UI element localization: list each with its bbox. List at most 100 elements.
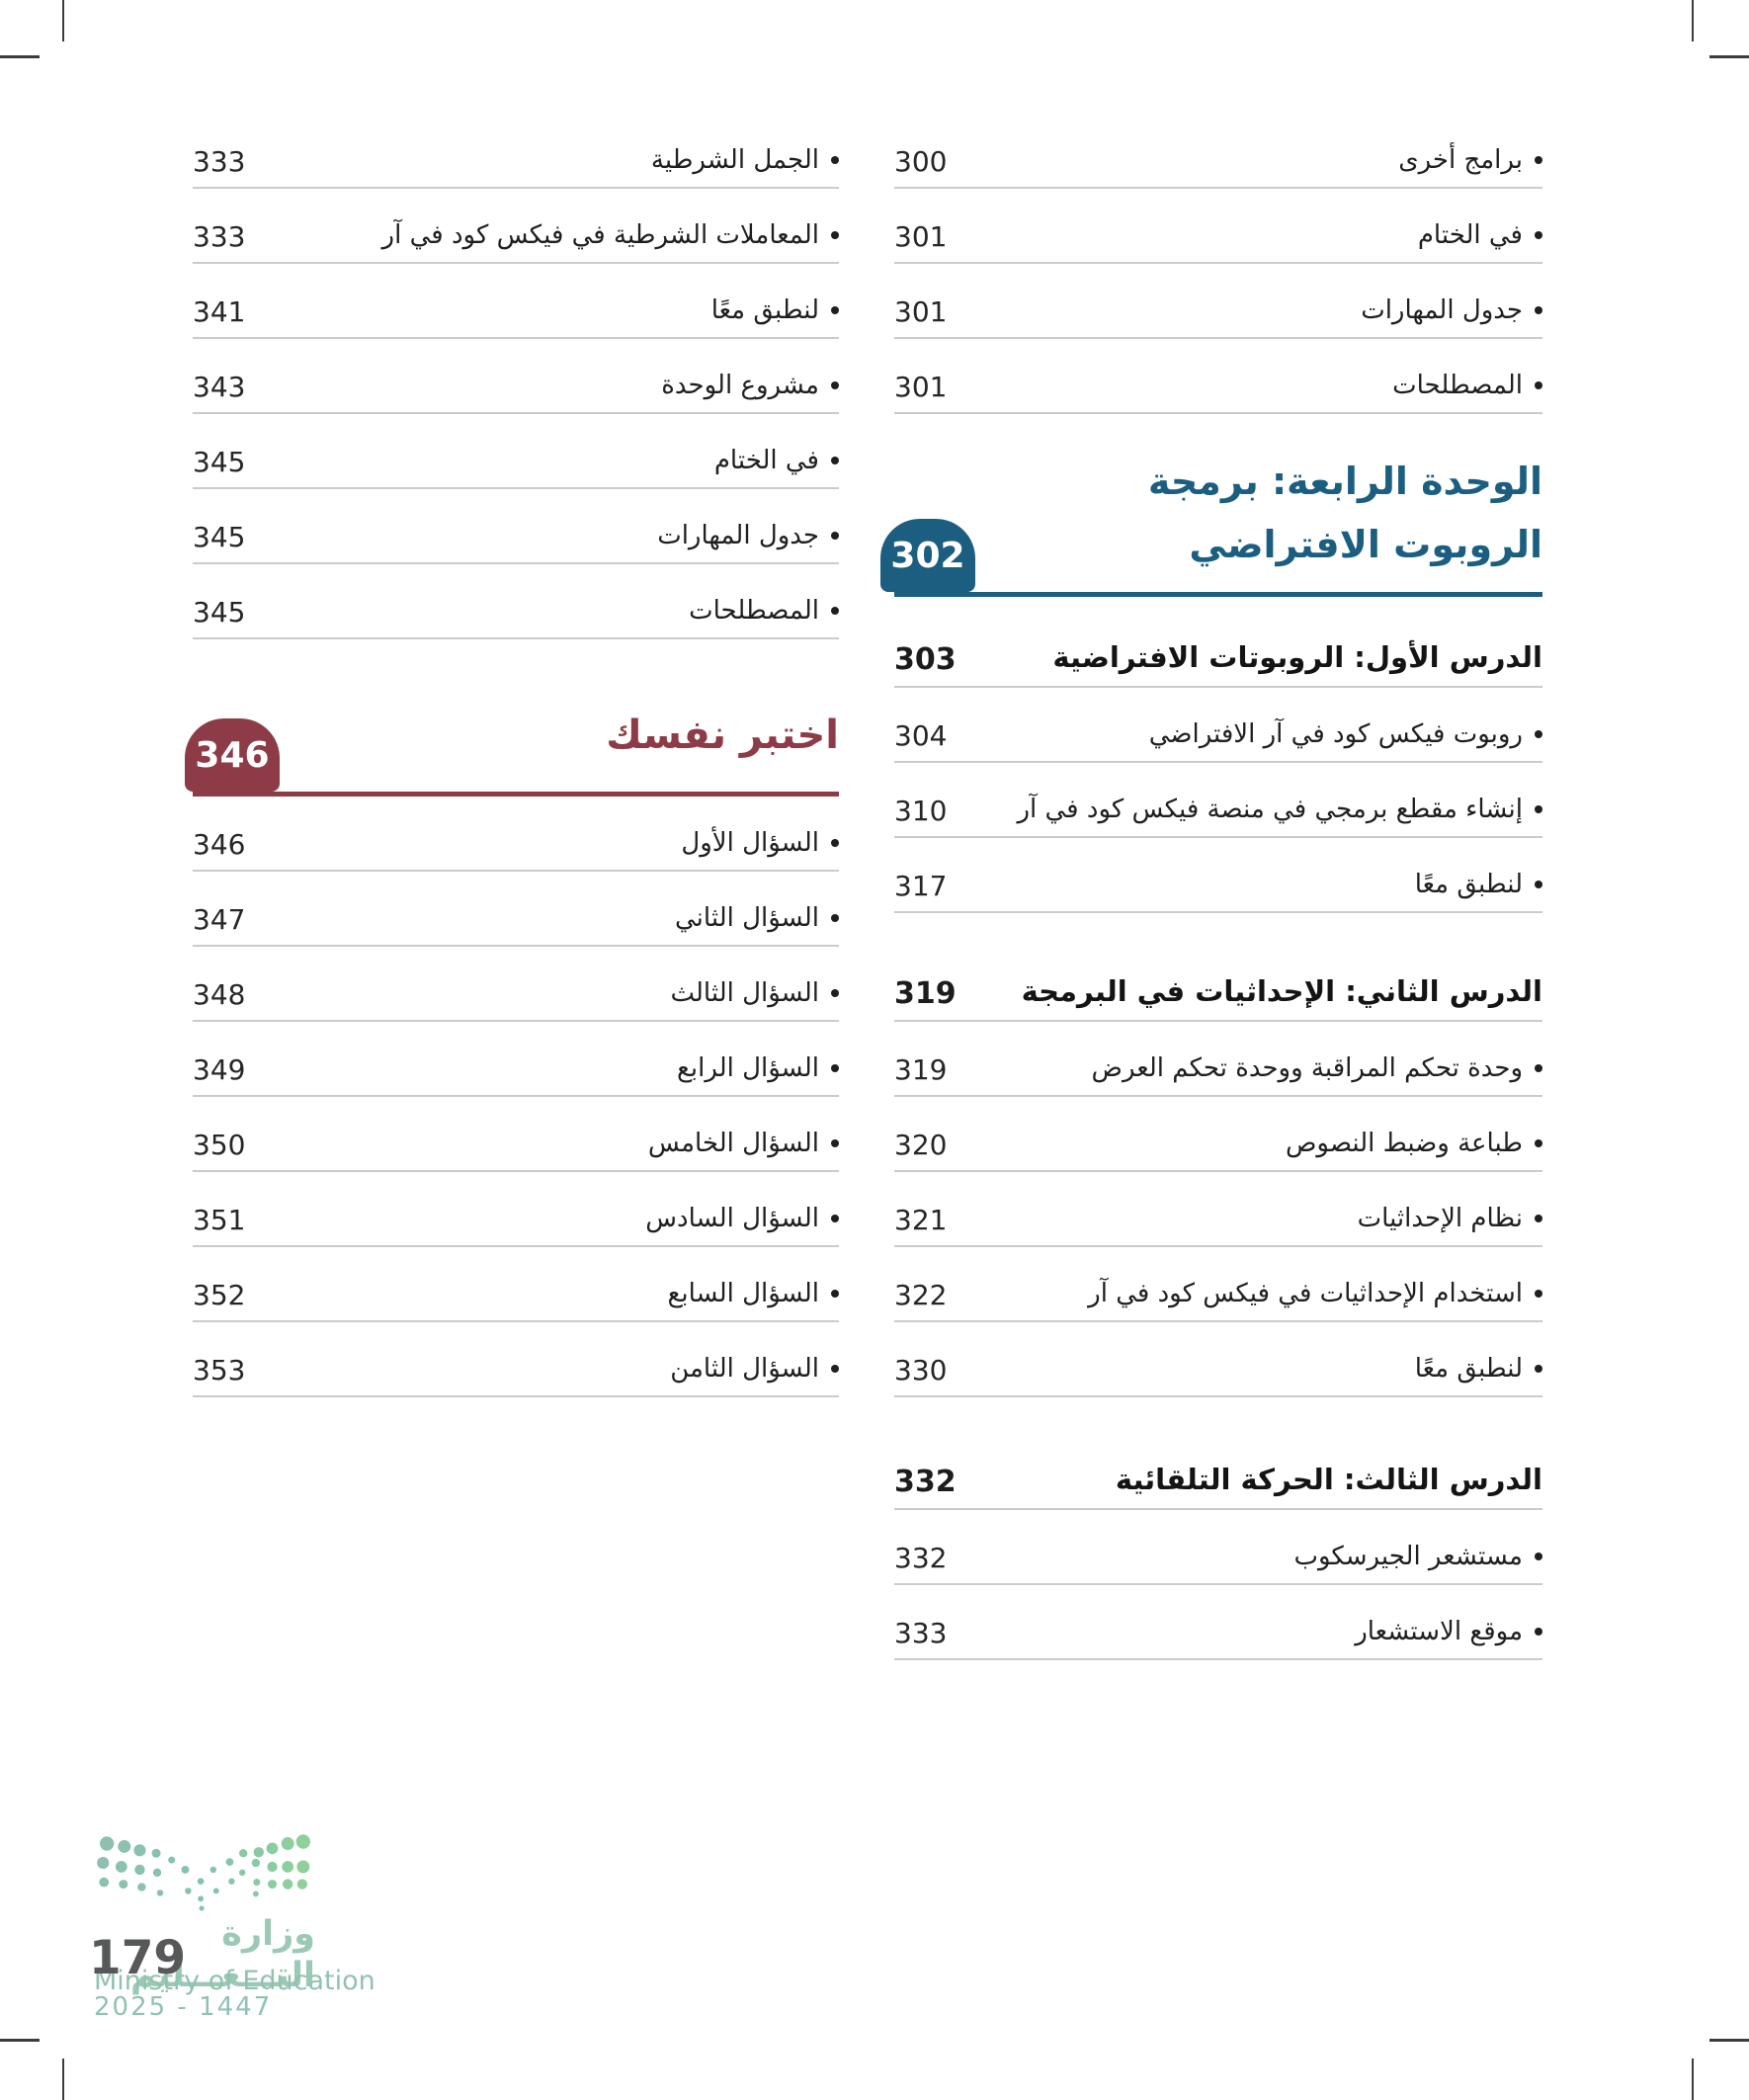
toc-entry-label: وحدة تحكم المراقبة ووحدة تحكم العرض (1091, 1052, 1523, 1083)
toc-entry: 304 روبوت فيكس كود في آر الافتراضي (894, 688, 1542, 763)
toc-entry-text: المعاملات الشرطية في فيكس كود في آر (382, 219, 839, 252)
toc-entry-label: في الختام (713, 445, 819, 475)
crop-mark-top-right-v (1692, 0, 1694, 42)
toc-page-number: 345 (193, 521, 246, 553)
bullet-icon (831, 155, 839, 164)
toc-page-number: 353 (193, 1354, 246, 1386)
toc-page-number: 301 (894, 295, 948, 328)
toc-entry: 310 إنشاء مقطع برمجي في منصة فيكس كود في… (894, 763, 1542, 838)
toc-entry-text: السؤال الأول (681, 827, 839, 860)
bullet-icon (831, 1364, 839, 1373)
bullet-icon (1535, 1289, 1542, 1298)
toc-entry-label: استخدام الإحداثيات في فيكس كود في آر (1088, 1278, 1523, 1308)
toc-entry-text: إنشاء مقطع برمجي في منصة فيكس كود في آر (1017, 794, 1542, 826)
toc-page-number: 321 (894, 1204, 948, 1236)
toc-page-number: 346 (193, 828, 246, 861)
toc-entry-text: السؤال الرابع (677, 1052, 839, 1085)
toc-entry-text: السؤال الخامس (648, 1128, 839, 1160)
toc-entry-text: جدول المهارات (1361, 294, 1542, 327)
bullet-icon (831, 838, 839, 847)
bullet-icon (831, 1289, 839, 1298)
bullet-icon (1535, 729, 1542, 738)
toc-page-number: 320 (894, 1129, 948, 1161)
bullet-icon (831, 380, 839, 389)
toc-entry-text: جدول المهارات (657, 520, 839, 552)
bullet-icon (1535, 804, 1542, 813)
toc-entry-label: السؤال الأول (681, 827, 819, 858)
toc-entry: 301 المصطلحات (894, 339, 1542, 414)
toc-entry: 321 نظام الإحداثيات (894, 1172, 1542, 1247)
toc-entry-label: مشروع الوحدة (661, 370, 819, 400)
toc-entry-label: السؤال السابع (667, 1278, 820, 1308)
toc-page-number: 351 (193, 1204, 246, 1236)
bullet-icon (831, 606, 839, 615)
toc-entry-label: نظام الإحداثيات (1357, 1203, 1523, 1233)
toc-entry: 353 السؤال الثامن (193, 1322, 839, 1397)
toc-entry: 347 السؤال الثاني (193, 872, 839, 947)
crop-mark-top-right-h (1709, 55, 1749, 58)
toc-entry-text: وحدة تحكم المراقبة ووحدة تحكم العرض (1092, 1052, 1542, 1085)
toc-page-number: 333 (894, 1617, 948, 1649)
lesson-title-text: الدرس الثالث: الحركة التلقائية (1116, 1462, 1542, 1497)
toc-page-number: 352 (193, 1279, 246, 1311)
test-page-badge: 346 (185, 718, 280, 792)
crop-mark-bottom-right-v (1692, 2058, 1694, 2100)
toc-entry-text: المصطلحات (1392, 370, 1542, 402)
toc-entry: 301 في الختام (894, 189, 1542, 264)
toc-entry-label: السؤال الثامن (670, 1353, 819, 1384)
toc-page-number: 333 (193, 145, 246, 178)
toc-entry-text: السؤال السادس (645, 1203, 839, 1235)
bullet-icon (1535, 230, 1542, 239)
unit-title-line1: الوحدة الرابعة: برمجة (1147, 460, 1542, 503)
lesson-page-number: 319 (894, 976, 957, 1011)
toc-page-number: 322 (894, 1279, 948, 1311)
toc-entry-label: موقع الاستشعار (1355, 1616, 1523, 1646)
toc-entry-label: لنطبق معًا (1414, 869, 1523, 899)
toc-entry-label: لنطبق معًا (1414, 1353, 1523, 1384)
toc-column-left: 333 الجمل الشرطية 333 المعاملات الشرطية … (185, 114, 839, 1397)
toc-entry: 332 مستشعر الجيرسكوب (894, 1510, 1542, 1585)
crop-mark-top-left-h (0, 55, 40, 58)
toc-entry: 320 طباعة وضبط النصوص (894, 1097, 1542, 1172)
toc-column-right: 300 برامج أخرى 301 في الختام 301 جدول ال… (880, 114, 1542, 1660)
toc-page-number: 317 (894, 870, 948, 902)
toc-page-number: 333 (193, 220, 246, 253)
crop-mark-bottom-right-h (1709, 2039, 1749, 2042)
toc-entry: 341 لنطبق معًا (193, 264, 839, 339)
lesson-3-header: 332 الدرس الثالث: الحركة التلقائية (894, 1433, 1542, 1510)
toc-page-number: 304 (894, 719, 948, 752)
toc-entry-text: مستشعر الجيرسكوب (1294, 1541, 1542, 1573)
toc-entry: 319 وحدة تحكم المراقبة ووحدة تحكم العرض (894, 1022, 1542, 1097)
bullet-icon (1535, 1364, 1542, 1373)
bullet-icon (1535, 1552, 1542, 1560)
toc-entry-text: لنطبق معًا (1415, 869, 1542, 901)
toc-page-number: 345 (193, 446, 246, 478)
toc-entry-label: جدول المهارات (657, 520, 819, 550)
toc-entry-text: السؤال الثالث (670, 977, 839, 1010)
toc-entry: 345 جدول المهارات (193, 489, 839, 564)
toc-entry-label: المصطلحات (689, 595, 819, 626)
lesson-title-label: الدرس الثالث: الحركة التلقائية (1115, 1462, 1542, 1496)
toc-entry: 333 موقع الاستشعار (894, 1585, 1542, 1660)
toc-page-number: 301 (894, 371, 948, 403)
toc-entry: 348 السؤال الثالث (193, 947, 839, 1022)
toc-entry-text: المصطلحات (689, 595, 839, 628)
toc-entry-text: السؤال الثامن (670, 1353, 839, 1386)
bullet-icon (831, 913, 839, 922)
toc-entry: 333 الجمل الشرطية (193, 114, 839, 189)
toc-entry-label: السؤال الرابع (677, 1052, 819, 1083)
edition-years: 2025 - 1447 (94, 1992, 273, 2022)
lesson-page-number: 303 (894, 642, 957, 677)
test-yourself-title: اختبر نفسك (606, 713, 839, 758)
toc-page-number: 345 (193, 596, 246, 629)
toc-entry-label: السؤال الخامس (647, 1128, 819, 1158)
toc-entry-text: السؤال السابع (667, 1278, 839, 1310)
toc-page-number: 350 (193, 1129, 246, 1161)
toc-entry: 317 لنطبق معًا (894, 838, 1542, 913)
toc-entry-label: طباعة وضبط النصوص (1285, 1128, 1523, 1158)
toc-entry-text: الجمل الشرطية (651, 144, 839, 177)
toc-entry-text: موقع الاستشعار (1355, 1616, 1542, 1648)
toc-entry: 345 في الختام (193, 414, 839, 489)
toc-entry: 345 المصطلحات (193, 564, 839, 639)
toc-entry-label: في الختام (1417, 219, 1523, 250)
